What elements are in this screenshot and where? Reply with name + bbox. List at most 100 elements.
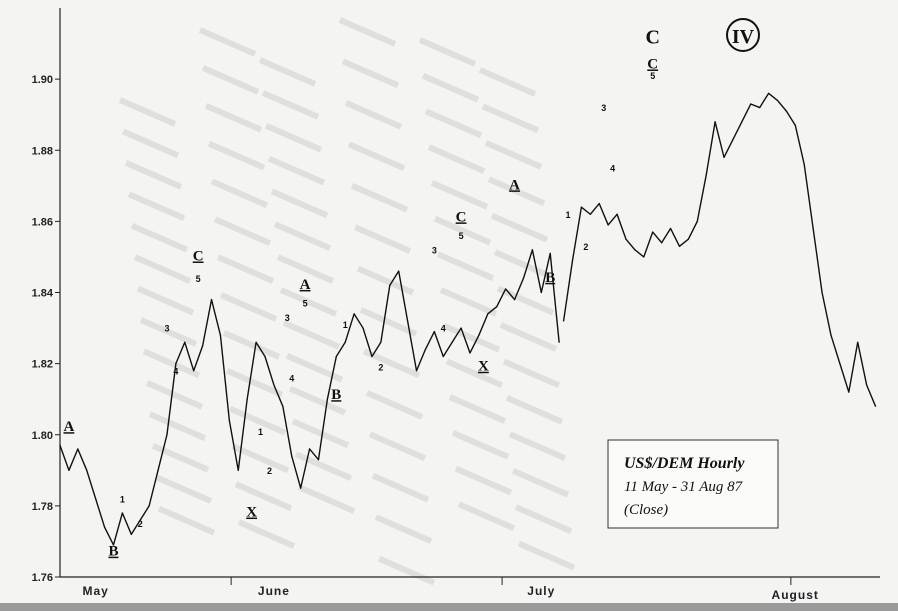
series-point xyxy=(228,419,230,422)
series-point xyxy=(469,352,471,354)
wave-label: 2 xyxy=(583,242,588,252)
month-label: May xyxy=(82,584,108,598)
texture-stroke xyxy=(261,90,320,120)
series-point xyxy=(77,448,79,450)
texture-stroke xyxy=(225,367,284,398)
series-point xyxy=(669,227,672,230)
series-point xyxy=(562,320,565,322)
texture-stroke xyxy=(151,442,210,473)
wave-label: C xyxy=(647,56,658,72)
series-point xyxy=(398,270,400,272)
series-point xyxy=(580,206,583,208)
texture-stroke xyxy=(499,322,558,352)
texture-stroke xyxy=(439,287,498,317)
series-point xyxy=(317,459,320,461)
wave-label: 1 xyxy=(343,320,348,330)
series-point xyxy=(210,299,213,301)
series-point xyxy=(121,512,123,514)
series-point xyxy=(193,370,195,372)
texture-stroke xyxy=(493,249,552,279)
series-point xyxy=(59,444,61,447)
texture-stroke xyxy=(219,292,278,322)
series-point xyxy=(522,277,525,279)
texture-stroke xyxy=(139,317,198,347)
series-point xyxy=(371,355,373,358)
series-point xyxy=(558,341,560,343)
y-tick-label: 1.78 xyxy=(32,501,53,513)
chart-note: (Close) xyxy=(624,502,668,518)
wave-label: X xyxy=(246,505,257,521)
series-point xyxy=(273,384,275,386)
month-label: July xyxy=(527,584,555,598)
series-group xyxy=(59,92,877,546)
texture-stroke xyxy=(445,358,504,389)
series-point xyxy=(487,313,489,315)
series-point xyxy=(652,231,654,233)
series-point xyxy=(616,213,618,215)
series-point xyxy=(598,202,600,205)
texture-stroke xyxy=(457,501,516,532)
texture-stroke xyxy=(356,265,415,296)
texture-stroke xyxy=(204,102,263,133)
month-label: August xyxy=(772,588,819,602)
series-point xyxy=(723,156,725,158)
series-point xyxy=(442,355,444,358)
wave-iv-circle: IV xyxy=(726,18,760,52)
texture-stroke xyxy=(374,514,433,544)
texture-stroke xyxy=(124,160,183,190)
y-tick-label: 1.76 xyxy=(32,572,53,584)
series-point xyxy=(741,121,743,123)
wave-label: 3 xyxy=(285,313,290,323)
wave-label: C xyxy=(645,27,659,49)
series-point xyxy=(625,238,627,240)
texture-stroke xyxy=(359,307,418,337)
series-point xyxy=(166,434,168,436)
series-point xyxy=(750,103,752,105)
wave-label: 5 xyxy=(196,274,201,284)
circle-label: IV xyxy=(732,26,755,48)
texture-stroke xyxy=(496,285,555,316)
series-point xyxy=(696,220,698,222)
series-point xyxy=(705,174,707,176)
series-point xyxy=(505,288,507,290)
texture-stroke xyxy=(267,155,326,186)
series-point xyxy=(678,245,681,247)
y-tick-label: 1.82 xyxy=(32,359,53,371)
series-point xyxy=(759,106,761,109)
series-point xyxy=(148,505,150,507)
y-tick-label: 1.86 xyxy=(32,216,53,228)
texture-stroke xyxy=(511,467,570,498)
texture-stroke xyxy=(371,472,430,503)
texture-stroke xyxy=(207,140,266,171)
texture-stroke xyxy=(490,212,549,243)
texture-stroke xyxy=(344,100,403,130)
wave-label: 2 xyxy=(138,519,143,529)
series-point xyxy=(732,138,734,141)
series-point xyxy=(634,249,636,251)
texture-stroke xyxy=(418,37,477,67)
y-tick-label: 1.90 xyxy=(32,74,53,86)
texture-stroke xyxy=(213,216,272,247)
series-point xyxy=(478,334,480,336)
series-point xyxy=(389,284,391,286)
texture-stroke xyxy=(273,221,332,252)
texture-stroke xyxy=(154,474,213,504)
series-point xyxy=(571,259,574,262)
texture-stroke xyxy=(130,222,189,253)
series-point xyxy=(300,487,302,489)
wave-label: 3 xyxy=(164,324,169,334)
series-point xyxy=(433,331,435,333)
texture-stroke xyxy=(279,287,338,317)
legend: US$/DEM Hourly 11 May - 31 Aug 87 (Close… xyxy=(607,439,779,529)
wave-label: 4 xyxy=(289,373,294,383)
series-point xyxy=(112,544,115,546)
wave-label: B xyxy=(108,544,118,560)
series-point xyxy=(830,334,832,336)
texture-stroke xyxy=(291,418,350,449)
series-point xyxy=(175,363,177,365)
series-point xyxy=(139,519,141,521)
wave-label: 2 xyxy=(267,466,272,476)
texture-stroke xyxy=(270,188,329,219)
series-point xyxy=(362,327,364,329)
